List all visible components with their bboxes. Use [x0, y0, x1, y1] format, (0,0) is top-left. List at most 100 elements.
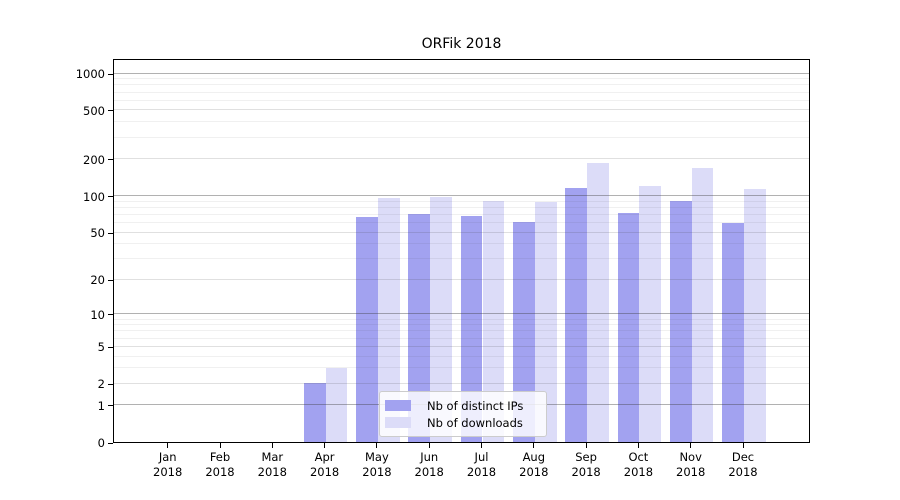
x-tick-year: 2018: [362, 465, 392, 479]
mid-gridline: [114, 158, 809, 160]
bar-downloads: [377, 198, 400, 442]
x-tick-mark: [637, 443, 639, 448]
y-tick-label: 50: [90, 226, 105, 240]
bar-downloads: [325, 367, 348, 442]
major-gridline: [114, 313, 809, 315]
y-tick-label: 0: [97, 436, 105, 450]
x-tick-year: 2018: [571, 465, 601, 479]
legend-item-downloads: Nb of downloads: [385, 414, 538, 431]
x-tick-month: Dec: [731, 450, 755, 464]
x-tick-label: Sep 2018: [556, 450, 616, 480]
x-tick-month: Sep: [575, 450, 597, 464]
y-tick-mark: [108, 405, 113, 407]
x-tick-label: Jun 2018: [399, 450, 459, 480]
x-tick-month: Apr: [314, 450, 335, 464]
x-tick-label: Jan 2018: [138, 450, 198, 480]
x-tick-month: Jun: [420, 450, 439, 464]
bar-distinct-ips: [408, 213, 431, 442]
minor-gridline: [114, 221, 809, 223]
x-tick-month: Mar: [261, 450, 284, 464]
x-tick-month: Jan: [158, 450, 177, 464]
y-tick-mark: [108, 196, 113, 197]
x-tick-label: Feb 2018: [190, 450, 250, 480]
x-tick-mark: [428, 443, 430, 448]
mid-gridline: [114, 231, 809, 233]
mid-gridline: [114, 382, 809, 384]
minor-gridline: [114, 243, 809, 245]
x-tick-year: 2018: [309, 465, 340, 479]
x-tick-label: May 2018: [347, 450, 407, 480]
minor-gridline: [114, 84, 809, 86]
x-tick-year: 2018: [205, 465, 235, 479]
x-tick-year: 2018: [623, 465, 654, 479]
x-tick-month: Aug: [522, 450, 546, 464]
y-tick-mark: [108, 346, 113, 348]
legend: Nb of distinct IPs Nb of downloads: [379, 391, 547, 437]
minor-gridline: [114, 200, 809, 202]
y-tick-label: 5: [97, 340, 105, 355]
minor-gridline: [114, 99, 809, 101]
y-tick-mark: [108, 279, 113, 281]
x-tick-mark: [690, 443, 692, 448]
x-tick-label: Mar 2018: [242, 450, 302, 480]
x-tick-year: 2018: [728, 465, 758, 479]
legend-swatch-downloads: [385, 417, 411, 428]
y-tick-label: 1000: [75, 67, 105, 82]
x-tick-month: Feb: [209, 450, 231, 464]
major-gridline: [114, 195, 809, 197]
bar-downloads: [639, 186, 662, 442]
bar-downloads: [482, 201, 505, 442]
y-tick-mark: [108, 73, 113, 75]
x-tick-month: May: [365, 450, 389, 464]
x-tick-mark: [585, 443, 587, 448]
y-tick-label: 1: [97, 398, 105, 413]
y-tick-label: 20: [90, 273, 105, 288]
x-tick-label: Nov 2018: [661, 450, 721, 480]
bar-downloads: [691, 167, 714, 442]
y-tick-label: 10: [90, 307, 105, 322]
x-tick-mark: [324, 443, 326, 448]
bar-distinct-ips: [722, 223, 744, 442]
y-tick-mark: [108, 383, 113, 385]
x-tick-month: Oct: [628, 450, 649, 464]
mid-gridline: [114, 109, 809, 111]
minor-gridline: [114, 324, 809, 326]
y-tick-mark: [108, 159, 113, 161]
minor-gridline: [114, 136, 809, 138]
x-tick-mark: [376, 443, 378, 448]
x-tick-label: Oct 2018: [608, 450, 668, 480]
y-tick-mark: [108, 442, 113, 444]
bar-downloads: [430, 196, 452, 442]
bar-distinct-ips: [303, 383, 326, 442]
minor-gridline: [114, 355, 809, 357]
minor-gridline: [114, 91, 809, 93]
legend-swatch-distinct-ips: [385, 400, 411, 411]
minor-gridline: [114, 318, 809, 320]
bar-distinct-ips: [356, 216, 378, 442]
minor-gridline: [114, 213, 809, 215]
x-tick-month: Jul: [474, 450, 489, 464]
minor-gridline: [114, 78, 809, 80]
bar-downloads: [534, 202, 557, 442]
bar-distinct-ips: [513, 221, 535, 442]
minor-gridline: [114, 330, 809, 332]
x-tick-year: 2018: [257, 465, 287, 479]
x-tick-year: 2018: [676, 465, 706, 479]
x-tick-label: Aug 2018: [504, 450, 564, 480]
bar-downloads: [587, 162, 609, 442]
legend-label-downloads: Nb of downloads: [427, 415, 523, 430]
x-tick-year: 2018: [153, 465, 183, 479]
x-tick-mark: [219, 443, 221, 448]
y-tick-label: 200: [83, 152, 105, 167]
x-tick-mark: [271, 443, 273, 448]
x-tick-year: 2018: [466, 465, 497, 479]
mid-gridline: [114, 278, 809, 280]
legend-item-distinct-ips: Nb of distinct IPs: [385, 397, 538, 414]
y-tick-mark: [108, 110, 113, 112]
x-tick-mark: [742, 443, 744, 448]
x-tick-label: Dec 2018: [713, 450, 773, 480]
minor-gridline: [114, 258, 809, 260]
bar-distinct-ips: [669, 200, 692, 442]
x-tick-year: 2018: [519, 465, 549, 479]
